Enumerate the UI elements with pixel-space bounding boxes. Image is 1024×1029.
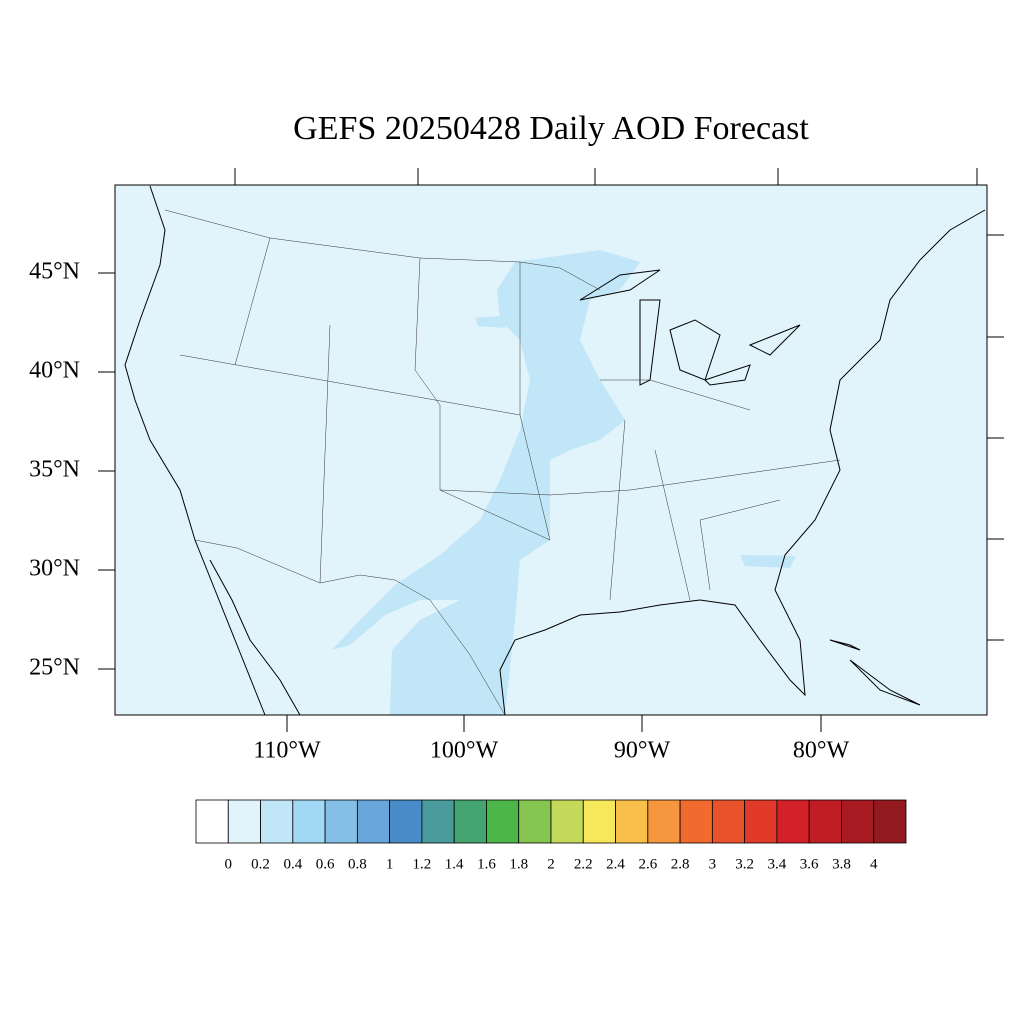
colorbar-box <box>647 799 681 844</box>
colorbar-label: 2.4 <box>606 856 625 872</box>
colorbar-label: 0.2 <box>251 856 270 872</box>
lon-label: 80°W <box>793 738 850 764</box>
map-title: GEFS 20250428 Daily AOD Forecast <box>293 110 809 147</box>
colorbar-label: 2.6 <box>638 856 657 872</box>
colorbar-box <box>260 799 294 844</box>
colorbar-label: 3.2 <box>735 856 754 872</box>
frame-ticks <box>234 168 1004 641</box>
colorbar-box <box>324 799 358 844</box>
colorbar-box <box>486 799 520 844</box>
colorbar-box <box>550 799 584 844</box>
colorbar-box <box>679 799 713 844</box>
lat-label: 30°N <box>29 556 80 582</box>
lon-label: 100°W <box>430 738 499 764</box>
colorbar-label: 2 <box>547 856 555 872</box>
lat-label: 25°N <box>29 655 80 681</box>
colorbar-label: 3.8 <box>832 856 851 872</box>
colorbar-box <box>582 799 616 844</box>
lon-label: 90°W <box>614 738 671 764</box>
colorbar-box <box>615 799 649 844</box>
colorbar-box <box>389 799 423 844</box>
colorbar-label: 3.4 <box>768 856 787 872</box>
lat-label: 45°N <box>29 259 80 285</box>
colorbar-label: 1.8 <box>509 856 528 872</box>
colorbar-box <box>841 799 875 844</box>
lat-label: 40°N <box>29 358 80 384</box>
map-frame <box>114 184 988 716</box>
lon-label: 110°W <box>253 738 321 764</box>
colorbar-box <box>453 799 487 844</box>
lat-label: 35°N <box>29 457 80 483</box>
colorbar-box <box>873 799 907 844</box>
colorbar-label: 0.4 <box>283 856 302 872</box>
colorbar-label: 1 <box>386 856 394 872</box>
colorbar-box <box>195 799 229 844</box>
colorbar-box <box>744 799 778 844</box>
borders <box>164 209 841 716</box>
colorbar-label: 4 <box>870 856 878 872</box>
colorbar-label: 3.6 <box>800 856 819 872</box>
colorbar-box <box>776 799 810 844</box>
colorbar-label: 0.8 <box>348 856 367 872</box>
colorbar-box <box>711 799 746 844</box>
colorbar-box <box>421 799 455 844</box>
colorbar-box <box>292 799 326 844</box>
colorbar-box <box>227 799 261 844</box>
colorbar-label: 3 <box>709 856 717 872</box>
colorbar-label: 1.4 <box>445 856 464 872</box>
colorbar-label: 2.2 <box>574 856 593 872</box>
colorbar-box <box>808 799 842 844</box>
colorbar-label: 1.2 <box>413 856 432 872</box>
colorbar-label: 0 <box>225 856 233 872</box>
colorbar-box <box>356 799 391 844</box>
colorbar-label: 2.8 <box>671 856 690 872</box>
colorbar-box <box>518 799 552 844</box>
colorbar-label: 1.6 <box>477 856 496 872</box>
colorbar-label: 0.6 <box>316 856 335 872</box>
